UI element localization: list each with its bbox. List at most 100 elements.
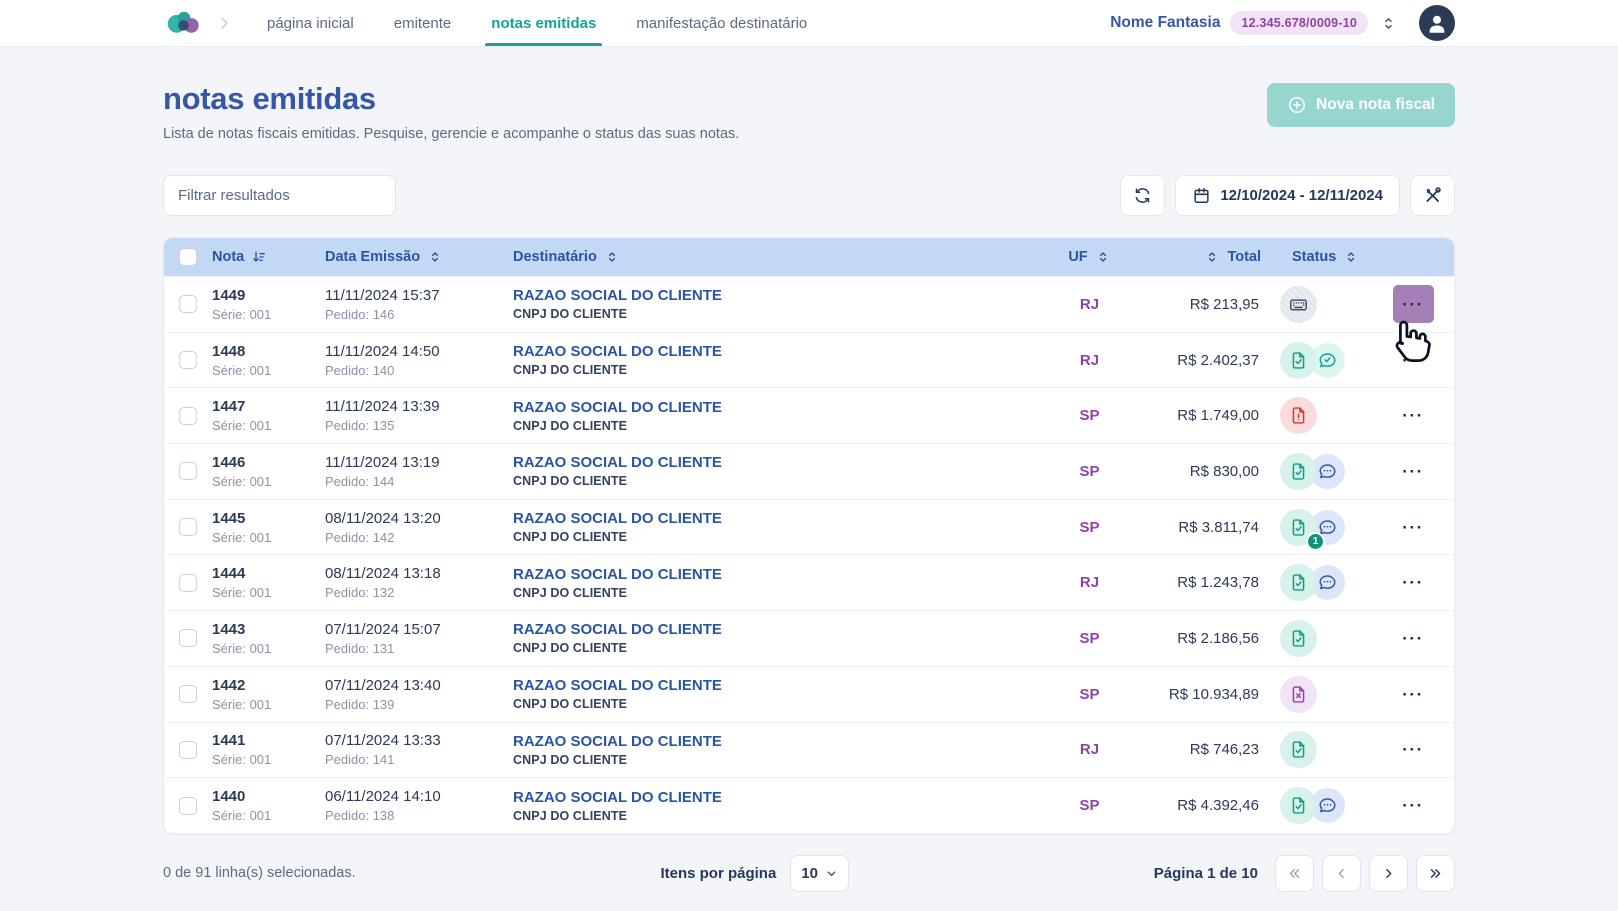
more-options-icon: ··· — [1402, 796, 1424, 816]
last-page-button[interactable] — [1415, 854, 1455, 892]
items-per-page-select[interactable]: 10 — [790, 854, 849, 892]
recipient-name-link[interactable]: RAZAO SOCIAL DO CLIENTE — [513, 788, 722, 806]
nav-item-manifestacao-destinatario[interactable]: manifestação destinatário — [636, 14, 808, 32]
column-label: Data Emissão — [325, 249, 421, 265]
nav-item-notas-emitidas[interactable]: notas emitidas — [471, 0, 616, 46]
chevron-up-down-icon[interactable] — [1378, 13, 1399, 34]
doc-check-icon[interactable] — [1280, 564, 1317, 602]
main-nav: página inicial emitente notas emitidas m… — [247, 0, 827, 46]
row-actions-button[interactable]: ··· — [1393, 564, 1434, 602]
row-checkbox[interactable] — [179, 685, 197, 704]
recipient-name-link[interactable]: RAZAO SOCIAL DO CLIENTE — [513, 454, 722, 472]
chevron-down-icon — [825, 867, 838, 880]
row-actions-button[interactable]: ··· — [1393, 787, 1434, 825]
invoice-series: Série: 001 — [212, 808, 272, 824]
table-row: 1447 Série: 001 11/11/2024 13:39 Pedido:… — [164, 387, 1454, 443]
recipient-name-link[interactable]: RAZAO SOCIAL DO CLIENTE — [513, 677, 722, 695]
row-checkbox[interactable] — [179, 796, 197, 815]
row-checkbox[interactable] — [179, 573, 197, 592]
column-header-data-emissao[interactable]: Data Emissão — [325, 249, 513, 265]
row-actions-button[interactable]: ··· — [1393, 619, 1434, 657]
doc-check-icon[interactable] — [1280, 731, 1317, 769]
row-checkbox[interactable] — [179, 351, 197, 370]
table-body: 1449 Série: 001 11/11/2024 15:37 Pedido:… — [164, 276, 1454, 833]
column-header-destinatario[interactable]: Destinatário — [513, 249, 1042, 265]
next-page-button[interactable] — [1368, 854, 1408, 892]
total-value: R$ 10.934,89 — [1168, 685, 1259, 703]
last-page-icon — [1428, 866, 1443, 881]
table-footer: 0 de 91 linha(s) selecionadas. Itens por… — [163, 854, 1455, 892]
uf-value: RJ — [1079, 295, 1100, 313]
chevron-right-icon — [215, 14, 233, 32]
first-page-button[interactable] — [1274, 854, 1314, 892]
recipient-name-link[interactable]: RAZAO SOCIAL DO CLIENTE — [513, 510, 722, 528]
previous-page-button[interactable] — [1321, 854, 1361, 892]
row-checkbox[interactable] — [179, 740, 197, 759]
doc-check-icon[interactable] — [1280, 619, 1317, 657]
doc-check-icon[interactable] — [1280, 787, 1317, 825]
issue-datetime: 07/11/2024 15:07 — [325, 620, 441, 638]
invoice-number: 1440 — [212, 788, 246, 806]
order-number: Pedido: 144 — [325, 473, 395, 489]
table-row: 1444 Série: 001 08/11/2024 13:18 Pedido:… — [164, 554, 1454, 610]
status-icons — [1280, 341, 1372, 379]
row-actions-button[interactable]: ··· — [1393, 508, 1434, 546]
plus-circle-icon — [1287, 95, 1307, 115]
row-checkbox[interactable] — [179, 629, 197, 648]
row-actions-button[interactable]: ··· — [1392, 285, 1434, 324]
recipient-name-link[interactable]: RAZAO SOCIAL DO CLIENTE — [513, 732, 722, 750]
uf-value: SP — [1079, 407, 1100, 425]
row-checkbox[interactable] — [179, 462, 197, 481]
previous-page-icon — [1334, 866, 1349, 881]
row-actions-button[interactable]: ··· — [1393, 452, 1434, 490]
date-range-button[interactable]: 12/10/2024 - 12/11/2024 — [1175, 175, 1400, 216]
date-range-label: 12/10/2024 - 12/11/2024 — [1220, 187, 1383, 204]
column-settings-button[interactable] — [1410, 175, 1455, 216]
column-header-nota[interactable]: Nota — [212, 249, 325, 265]
uf-value: SP — [1079, 629, 1100, 647]
sort-updown-icon — [1095, 249, 1111, 265]
row-actions-button[interactable]: ··· — [1393, 341, 1434, 379]
row-actions-button[interactable]: ··· — [1393, 675, 1434, 713]
row-checkbox[interactable] — [179, 406, 197, 425]
select-all-checkbox[interactable] — [179, 248, 197, 266]
column-header-uf[interactable]: UF — [1042, 249, 1137, 265]
recipient-name-link[interactable]: RAZAO SOCIAL DO CLIENTE — [513, 565, 722, 583]
doc-alert-icon[interactable] — [1280, 397, 1317, 435]
filter-input[interactable] — [163, 175, 396, 216]
doc-cancel-icon[interactable] — [1280, 675, 1317, 713]
keyboard-icon[interactable] — [1280, 285, 1317, 323]
invoice-number: 1449 — [212, 286, 246, 304]
order-number: Pedido: 140 — [325, 362, 395, 378]
invoices-table: Nota Data Emissão Destinatário UF — [163, 237, 1455, 834]
recipient-name-link[interactable]: RAZAO SOCIAL DO CLIENTE — [513, 287, 722, 305]
doc-check-icon[interactable] — [1280, 341, 1317, 379]
user-avatar[interactable] — [1419, 5, 1455, 41]
nav-item-emitente[interactable]: emitente — [393, 14, 452, 32]
row-checkbox[interactable] — [179, 518, 197, 537]
row-actions-button[interactable]: ··· — [1393, 397, 1434, 435]
uf-value: RJ — [1079, 574, 1100, 592]
total-value: R$ 830,00 — [1189, 462, 1259, 480]
doc-check-icon[interactable] — [1280, 452, 1317, 490]
column-label: Total — [1227, 249, 1261, 265]
recipient-name-link[interactable]: RAZAO SOCIAL DO CLIENTE — [513, 398, 722, 416]
column-header-total[interactable]: Total — [1137, 249, 1267, 265]
issue-datetime: 11/11/2024 13:19 — [325, 453, 440, 471]
order-number: Pedido: 142 — [325, 529, 395, 545]
column-header-status[interactable]: Status — [1267, 249, 1372, 265]
more-options-icon: ··· — [1402, 573, 1424, 593]
nav-item-pagina-inicial[interactable]: página inicial — [267, 14, 354, 32]
total-value: R$ 213,95 — [1189, 295, 1259, 313]
recipient-name-link[interactable]: RAZAO SOCIAL DO CLIENTE — [513, 621, 722, 639]
app-logo-icon[interactable] — [163, 6, 205, 40]
row-checkbox[interactable] — [179, 295, 197, 314]
recipient-name-link[interactable]: RAZAO SOCIAL DO CLIENTE — [513, 343, 722, 361]
refresh-button[interactable] — [1120, 175, 1166, 216]
selection-count-text: 0 de 91 linha(s) selecionadas. — [163, 865, 356, 882]
invoice-series: Série: 001 — [212, 752, 272, 768]
invoice-number: 1444 — [212, 565, 246, 583]
new-invoice-button[interactable]: Nova nota fiscal — [1267, 83, 1455, 127]
row-actions-button[interactable]: ··· — [1393, 731, 1434, 769]
invoice-number: 1442 — [212, 676, 246, 694]
